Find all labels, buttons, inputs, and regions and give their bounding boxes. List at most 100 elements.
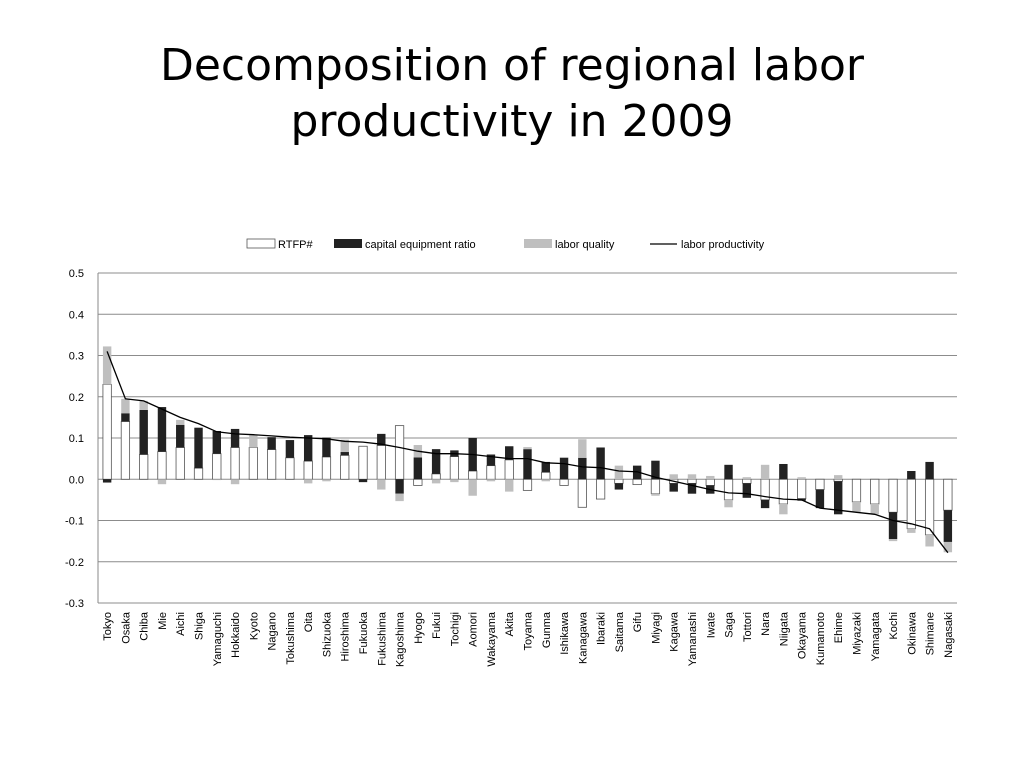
bar-segment — [121, 398, 130, 414]
x-category-label: Gifu — [632, 612, 644, 632]
bar-segment — [943, 510, 953, 542]
bar-segment — [248, 447, 258, 480]
bar-segment — [779, 504, 788, 515]
bar-segment — [906, 478, 916, 530]
bar-segment — [450, 479, 459, 483]
x-category-label: Yamaguchi — [212, 612, 224, 666]
bar-segment — [541, 479, 550, 482]
bar-segment — [815, 478, 825, 490]
x-category-label: Kyoto — [248, 612, 260, 640]
bar-segment — [559, 478, 569, 486]
bar-segment — [212, 430, 222, 454]
x-category-label: Hiroshima — [340, 611, 352, 661]
bar-segment — [705, 478, 715, 486]
bar-segment — [742, 483, 752, 498]
bar-segment — [742, 477, 752, 480]
bar-segment — [614, 483, 624, 490]
productivity-line — [106, 351, 949, 554]
bar-segment — [760, 464, 770, 480]
bar-segment — [376, 445, 386, 480]
bar-segment — [394, 425, 405, 480]
bar-segment — [303, 460, 313, 480]
bar-segment — [596, 447, 605, 480]
bar-segment — [358, 479, 368, 483]
bar-segment — [468, 470, 478, 480]
bar-segment — [413, 478, 423, 486]
bar-segment — [833, 481, 843, 515]
x-category-label: Mie — [157, 612, 169, 630]
bar-segment — [559, 457, 569, 480]
bar-segment — [779, 463, 788, 480]
x-category-label: Kagoshima — [395, 611, 407, 667]
bar-segment — [139, 409, 148, 455]
x-category-label: Miyazaki — [852, 612, 864, 655]
x-category-label: Tochigi — [449, 612, 461, 646]
x-category-label: Tokushima — [285, 611, 297, 664]
bar-segment — [285, 457, 295, 480]
bar-segment — [120, 421, 131, 480]
x-category-label: Kanagawa — [577, 611, 589, 664]
bar-segment — [413, 457, 423, 480]
x-category-label: Kumamoto — [815, 612, 827, 665]
y-tick-label: 0.5 — [69, 268, 84, 280]
bar-segment — [431, 473, 441, 480]
bar-segment — [833, 475, 843, 480]
bar-segment — [267, 437, 276, 450]
bar-segment — [102, 479, 112, 483]
bar-segment — [706, 475, 715, 480]
x-category-label: Saga — [724, 611, 736, 638]
x-category-label: Shimane — [925, 612, 937, 655]
bar-segment — [212, 479, 222, 481]
bar-segment — [797, 478, 807, 500]
x-category-label: Nara — [760, 611, 772, 636]
x-category-label: Ehime — [833, 612, 845, 643]
x-category-label: Hyogo — [413, 612, 425, 644]
x-category-label: Aichi — [175, 612, 187, 636]
bar-segment — [687, 483, 697, 494]
bar-segment — [267, 449, 277, 480]
bar-segment — [778, 478, 788, 505]
bar-segment — [852, 501, 861, 513]
bar-segment — [176, 424, 185, 448]
x-category-label: Miyagi — [650, 612, 662, 644]
bar-segment — [742, 478, 752, 484]
bar-segment — [907, 471, 916, 480]
bar-segment — [486, 465, 496, 480]
bar-segment — [176, 419, 185, 425]
bar-segment — [139, 454, 149, 480]
bar-segment — [723, 478, 734, 501]
bar-segment — [888, 512, 898, 540]
bar-segment — [321, 456, 332, 480]
x-category-label: Kochi — [888, 612, 900, 640]
x-category-label: Chiba — [139, 611, 151, 641]
bar-segment — [377, 479, 386, 490]
bar-segment — [925, 461, 934, 480]
page-title: Decomposition of regional labor producti… — [159, 40, 865, 147]
bar-segment — [486, 479, 496, 482]
bar-segment — [523, 447, 532, 450]
bar-segment — [157, 407, 167, 452]
bar-segment — [650, 478, 661, 495]
bar-segment — [322, 479, 331, 482]
x-category-label: Ibaraki — [596, 612, 608, 645]
x-category-label: Aomori — [468, 612, 480, 647]
bar-segment — [907, 528, 916, 533]
bar-segment — [285, 440, 295, 458]
bar-segment — [340, 452, 349, 456]
bar-segment — [578, 439, 587, 458]
bar-segment — [449, 456, 459, 480]
y-tick-label: 0.3 — [69, 351, 84, 363]
bar-segment — [504, 459, 514, 480]
x-category-label: Fukui — [431, 612, 443, 639]
legend-swatch — [524, 239, 552, 248]
bar-segment — [139, 400, 148, 410]
legend-label: capital equipment ratio — [365, 239, 476, 251]
bar-segment — [157, 479, 167, 485]
bar-segment — [340, 439, 349, 453]
bar-segment — [395, 479, 404, 494]
bar-segment — [760, 499, 770, 509]
bar-segment — [614, 465, 624, 480]
bar-segment — [614, 478, 624, 484]
bar-segment — [486, 454, 496, 466]
x-category-label: Shizuoka — [322, 611, 334, 657]
